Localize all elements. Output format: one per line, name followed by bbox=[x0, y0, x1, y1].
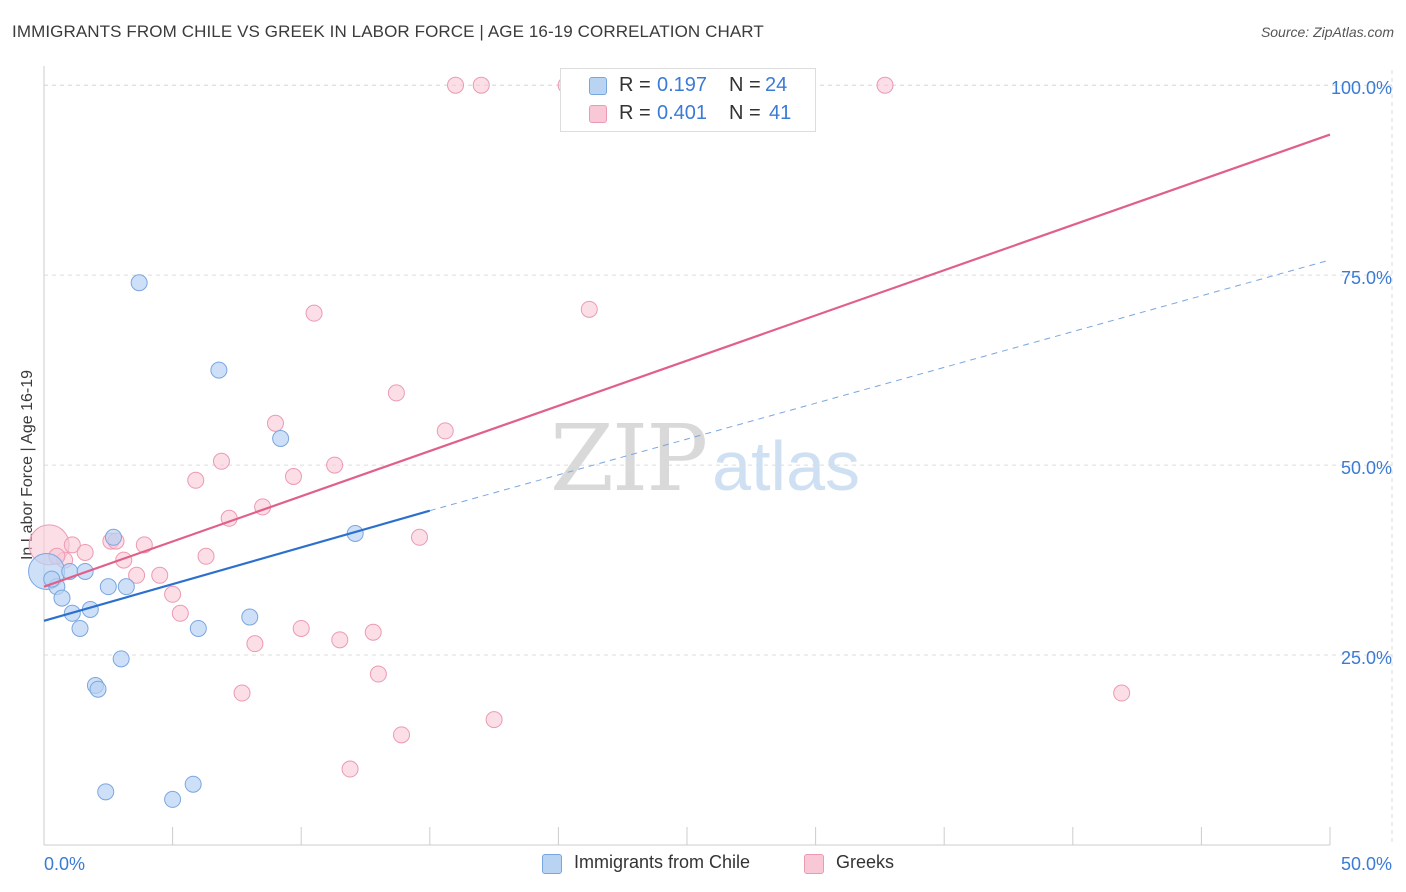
greek-point-24 bbox=[341, 760, 359, 778]
greek-point-13 bbox=[212, 452, 230, 470]
greek-point-36 bbox=[876, 76, 894, 94]
legend-greek-r-value: 0.401 bbox=[657, 102, 708, 124]
greek-point-11 bbox=[187, 471, 205, 489]
chile-point-17 bbox=[184, 775, 202, 793]
chile-point-5 bbox=[71, 619, 89, 637]
bottom-legend-swatch-chile bbox=[542, 854, 562, 874]
x-tick-label-min: 0.0% bbox=[44, 854, 85, 874]
greek-point-12 bbox=[197, 547, 215, 565]
legend-greek-r-label: R = bbox=[619, 102, 651, 124]
greek-point-6 bbox=[128, 566, 146, 584]
chile-point-18 bbox=[189, 619, 207, 637]
chile-point-2 bbox=[53, 589, 71, 607]
chile-point-15 bbox=[130, 274, 148, 292]
legend-chile-r-label: R = bbox=[619, 74, 651, 96]
greek-point-25 bbox=[364, 623, 382, 641]
chile-point-11 bbox=[99, 578, 117, 596]
greek-point-3 bbox=[76, 543, 94, 561]
legend-chile-n-label: N = bbox=[729, 74, 761, 96]
legend-chile-n-value: 24 bbox=[765, 74, 788, 96]
legend-chile-r-value: 0.197 bbox=[657, 74, 708, 96]
greek-point-33 bbox=[485, 711, 503, 729]
bottom-legend-swatch-greek bbox=[804, 854, 824, 874]
greek-point-16 bbox=[246, 635, 264, 653]
greek-point-29 bbox=[411, 528, 429, 546]
chile-trend-line bbox=[43, 509, 431, 622]
greek-point-18 bbox=[266, 414, 284, 432]
chile-point-20 bbox=[241, 608, 259, 626]
bottom-legend-label-chile: Immigrants from Chile bbox=[574, 852, 751, 872]
y-tick-label-50: 50.0% bbox=[1341, 458, 1392, 478]
greek-point-31 bbox=[447, 76, 465, 94]
bottom-legend-label-greek: Greeks bbox=[836, 852, 895, 872]
chile-point-14 bbox=[117, 578, 135, 596]
chile-point-16 bbox=[164, 790, 182, 808]
chile-point-10 bbox=[97, 783, 115, 801]
chile-point-9 bbox=[89, 680, 107, 698]
legend-greek-n-label: N = bbox=[729, 102, 761, 124]
greek-point-26 bbox=[369, 665, 387, 683]
legend-swatch-greek bbox=[589, 105, 607, 123]
y-tick-label-100: 100.0% bbox=[1331, 78, 1392, 98]
chile-point-12 bbox=[104, 528, 122, 546]
chart-title: IMMIGRANTS FROM CHILE VS GREEK IN LABOR … bbox=[12, 22, 764, 41]
y-tick-label-25: 25.0% bbox=[1341, 648, 1392, 668]
chile-point-21 bbox=[272, 430, 290, 448]
greek-point-23 bbox=[331, 631, 349, 649]
greek-point-20 bbox=[292, 619, 310, 637]
greek-point-15 bbox=[233, 684, 251, 702]
chile-trend-extension bbox=[429, 259, 1331, 512]
chile-point-19 bbox=[210, 361, 228, 379]
greek-point-22 bbox=[326, 456, 344, 474]
greek-point-35 bbox=[580, 300, 598, 318]
greek-point-32 bbox=[472, 76, 490, 94]
greek-point-2 bbox=[63, 536, 81, 554]
legend-greek-n-value: 41 bbox=[769, 102, 792, 124]
greek-point-27 bbox=[387, 384, 405, 402]
greek-point-8 bbox=[151, 566, 169, 584]
greek-point-30 bbox=[436, 422, 454, 440]
source-note: Source: ZipAtlas.com bbox=[1260, 24, 1394, 40]
greek-point-9 bbox=[164, 585, 182, 603]
chile-point-13 bbox=[112, 650, 130, 668]
legend-swatch-chile bbox=[589, 77, 607, 95]
greek-point-21 bbox=[305, 304, 323, 322]
correlation-legend: R = 0.197 N = 24 R = 0.401 N = 41 bbox=[560, 68, 816, 132]
greek-point-10 bbox=[171, 604, 189, 622]
greek-point-28 bbox=[393, 726, 411, 744]
greek-point-19 bbox=[284, 467, 302, 485]
x-tick-label-max: 50.0% bbox=[1341, 854, 1392, 874]
greek-point-37 bbox=[1113, 684, 1131, 702]
greek-trend-line bbox=[43, 133, 1331, 588]
y-tick-label-75: 75.0% bbox=[1341, 268, 1392, 288]
